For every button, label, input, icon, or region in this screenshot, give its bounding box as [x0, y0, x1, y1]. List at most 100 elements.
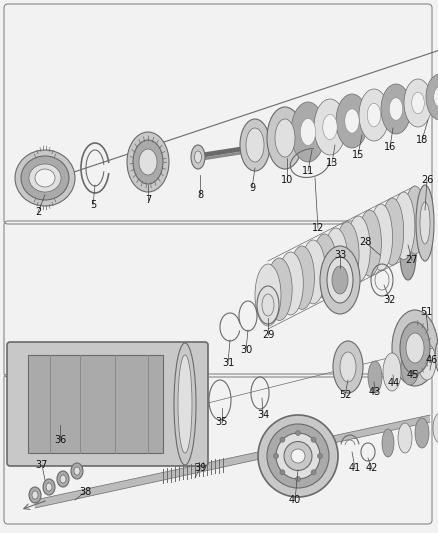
Ellipse shape — [273, 454, 278, 458]
Ellipse shape — [57, 471, 69, 487]
Ellipse shape — [380, 84, 410, 134]
Ellipse shape — [344, 109, 358, 133]
Text: 8: 8 — [197, 190, 203, 200]
Ellipse shape — [425, 74, 438, 120]
Ellipse shape — [29, 164, 61, 192]
Text: 10: 10 — [280, 175, 293, 185]
Ellipse shape — [317, 454, 322, 458]
Ellipse shape — [313, 99, 345, 155]
Ellipse shape — [277, 252, 303, 315]
Ellipse shape — [279, 437, 284, 442]
Ellipse shape — [311, 234, 336, 298]
Ellipse shape — [60, 475, 66, 483]
Text: 33: 33 — [333, 250, 345, 260]
Text: 39: 39 — [194, 463, 206, 473]
Ellipse shape — [331, 266, 347, 294]
Ellipse shape — [332, 341, 362, 393]
Ellipse shape — [367, 361, 381, 393]
Ellipse shape — [357, 210, 381, 276]
Ellipse shape — [400, 349, 418, 385]
Ellipse shape — [322, 115, 336, 140]
Ellipse shape — [15, 150, 75, 206]
Ellipse shape — [245, 128, 263, 162]
Text: 38: 38 — [79, 487, 91, 497]
Ellipse shape — [326, 257, 352, 303]
Ellipse shape — [295, 431, 300, 435]
Ellipse shape — [274, 119, 294, 157]
Ellipse shape — [254, 264, 280, 326]
Ellipse shape — [279, 470, 284, 475]
Text: 32: 32 — [383, 295, 395, 305]
Ellipse shape — [335, 222, 358, 287]
Ellipse shape — [29, 487, 41, 503]
Text: 11: 11 — [301, 166, 314, 176]
Ellipse shape — [295, 477, 300, 481]
Text: 12: 12 — [311, 223, 323, 233]
Text: 43: 43 — [368, 387, 380, 397]
Bar — [28, 355, 162, 453]
Text: 36: 36 — [54, 435, 66, 445]
Text: 40: 40 — [288, 495, 300, 505]
Ellipse shape — [35, 169, 55, 187]
Ellipse shape — [415, 185, 433, 261]
Ellipse shape — [276, 433, 319, 479]
Ellipse shape — [290, 102, 324, 162]
Text: 2: 2 — [35, 207, 41, 217]
Ellipse shape — [311, 437, 315, 442]
Ellipse shape — [358, 89, 388, 141]
Text: 51: 51 — [419, 307, 431, 317]
Ellipse shape — [311, 470, 315, 475]
Text: 29: 29 — [261, 330, 274, 340]
Ellipse shape — [240, 119, 269, 171]
Ellipse shape — [290, 449, 304, 463]
Ellipse shape — [43, 479, 55, 495]
Text: 34: 34 — [256, 410, 268, 420]
Text: 15: 15 — [351, 150, 364, 160]
Ellipse shape — [417, 344, 435, 380]
Ellipse shape — [283, 441, 311, 471]
Ellipse shape — [173, 343, 195, 465]
Text: 13: 13 — [325, 158, 337, 168]
Text: 7: 7 — [145, 195, 151, 205]
Text: 46: 46 — [425, 355, 437, 365]
Text: 35: 35 — [215, 417, 228, 427]
Text: 28: 28 — [358, 237, 371, 247]
Ellipse shape — [289, 246, 314, 309]
Ellipse shape — [399, 230, 415, 280]
Ellipse shape — [403, 79, 431, 127]
Ellipse shape — [339, 352, 355, 382]
Ellipse shape — [414, 418, 428, 448]
Ellipse shape — [411, 92, 424, 114]
Text: 31: 31 — [221, 358, 233, 368]
Ellipse shape — [127, 132, 169, 192]
Ellipse shape — [369, 204, 392, 271]
Ellipse shape — [399, 322, 429, 374]
Text: 9: 9 — [248, 183, 254, 193]
Ellipse shape — [367, 103, 380, 127]
Ellipse shape — [258, 415, 337, 497]
Ellipse shape — [139, 149, 157, 175]
Ellipse shape — [323, 228, 347, 293]
Ellipse shape — [380, 198, 403, 265]
Ellipse shape — [266, 107, 302, 169]
Ellipse shape — [397, 423, 411, 453]
Ellipse shape — [335, 94, 367, 148]
Ellipse shape — [133, 140, 162, 184]
Ellipse shape — [300, 118, 315, 146]
Text: 30: 30 — [239, 345, 251, 355]
Ellipse shape — [391, 310, 437, 386]
Text: 42: 42 — [365, 463, 377, 473]
Ellipse shape — [403, 186, 425, 254]
Ellipse shape — [381, 429, 393, 457]
Ellipse shape — [346, 216, 369, 282]
FancyBboxPatch shape — [7, 342, 208, 466]
Text: 18: 18 — [415, 135, 427, 145]
Text: 37: 37 — [36, 460, 48, 470]
Ellipse shape — [266, 424, 328, 488]
Ellipse shape — [319, 246, 359, 314]
Ellipse shape — [74, 467, 80, 475]
Ellipse shape — [266, 258, 291, 320]
Ellipse shape — [71, 463, 83, 479]
Ellipse shape — [382, 353, 400, 391]
Text: 41: 41 — [348, 463, 360, 473]
